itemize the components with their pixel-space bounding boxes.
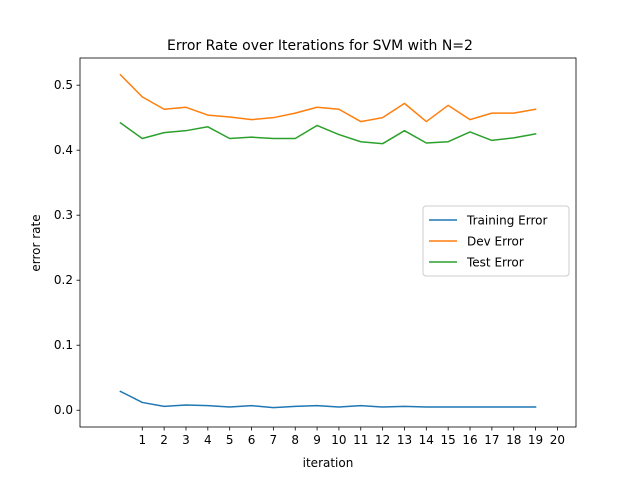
x-tick-label: 8 [291,433,299,447]
x-tick-label: 10 [331,433,346,447]
x-tick-label: 20 [550,433,565,447]
y-tick-label: 0.0 [54,403,73,417]
y-tick-label: 0.4 [54,143,73,157]
x-tick-label: 1 [138,433,146,447]
series-layer [119,73,537,409]
x-tick-label: 11 [353,433,368,447]
chart-title: Error Rate over Iterations for SVM with … [167,38,473,54]
y-tick-label: 0.1 [54,338,73,352]
x-tick-label: 17 [484,433,499,447]
legend-label-0: Training Error [466,214,547,228]
plot-frame [79,57,577,428]
legend-label-2: Test Error [466,256,524,270]
series-line-1 [119,73,537,123]
y-tick-label: 0.5 [54,78,73,92]
series-line-2 [119,121,537,145]
x-tick-label: 19 [528,433,543,447]
x-tick-label: 14 [419,433,434,447]
x-tick-label: 4 [204,433,212,447]
x-tick-label: 15 [441,433,456,447]
x-tick-label: 12 [375,433,390,447]
x-tick-label: 16 [462,433,477,447]
y-axis-label: error rate [29,214,43,271]
x-tick-label: 5 [226,433,234,447]
y-axis-ticks: 0.0 0.1 0.2 0.3 0.4 0.5 [54,78,80,417]
x-axis-ticks: 1 2 3 4 5 6 7 8 9 10 11 12 13 14 15 16 17 18 19 20 [138,427,565,447]
x-axis-label: iteration [303,456,354,470]
legend: Training Error Dev Error Test Error [422,205,570,277]
legend-label-1: Dev Error [467,235,524,249]
legend-box [422,205,570,277]
y-tick-label: 0.3 [54,208,73,222]
series-line-0 [119,390,537,409]
x-tick-label: 9 [313,433,321,447]
x-tick-label: 6 [248,433,256,447]
x-tick-label: 13 [397,433,412,447]
x-tick-label: 7 [270,433,278,447]
x-tick-label: 3 [182,433,190,447]
y-tick-label: 0.2 [54,273,73,287]
x-tick-label: 18 [506,433,521,447]
x-tick-label: 2 [160,433,168,447]
